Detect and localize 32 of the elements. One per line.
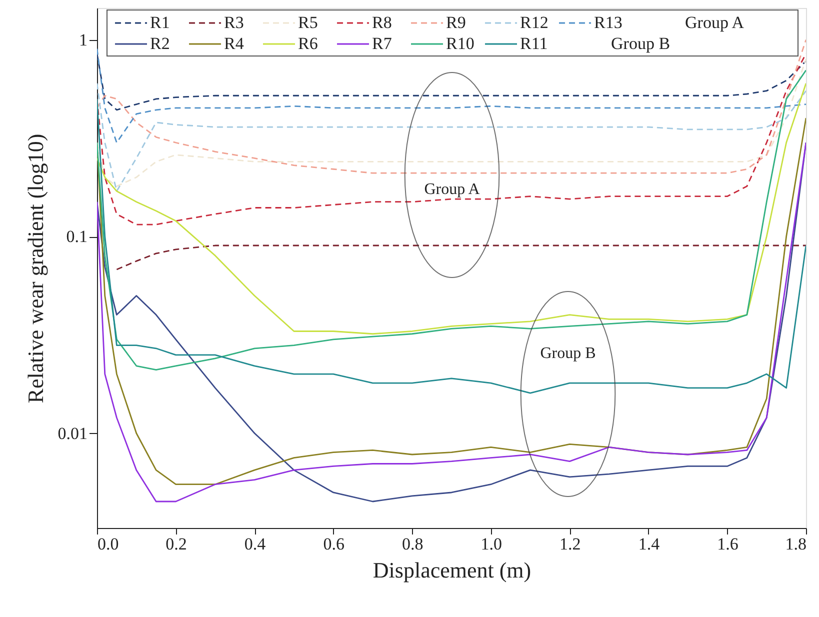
annotation: Group A: [685, 13, 745, 32]
annotation: Group B: [611, 34, 670, 53]
x-tick-label: 1.4: [638, 534, 660, 554]
legend-label: R5: [298, 13, 318, 32]
y-axis-title: Relative wear gradient (log10): [22, 134, 48, 404]
annotation: Group B: [540, 345, 596, 362]
x-tick-label: 1.6: [717, 534, 738, 554]
x-tick-label: 0.8: [402, 534, 424, 554]
legend-label: R13: [594, 13, 622, 32]
x-tick-label: 0.2: [166, 534, 187, 554]
legend-label: R9: [446, 13, 466, 32]
x-tick-label: 1.2: [560, 534, 581, 554]
legend-label: R6: [298, 34, 318, 53]
x-tick-label: 1.0: [480, 534, 502, 554]
x-tick-label: 1.8: [785, 534, 806, 554]
x-tick-label: 0.6: [323, 534, 344, 554]
y-tick-label: 0.1: [66, 227, 88, 246]
legend-label: R2: [150, 34, 170, 53]
x-axis-title: Displacement (m): [372, 558, 532, 582]
legend-label: R10: [446, 34, 474, 53]
legend-label: R8: [372, 13, 392, 32]
legend-label: R7: [372, 34, 392, 53]
legend-label: R3: [224, 13, 244, 32]
legend-label: R11: [520, 34, 548, 53]
x-tick-label: 0.4: [244, 534, 266, 554]
y-tick-label: 1: [79, 30, 88, 50]
x-tick-label: 0.0: [98, 534, 119, 554]
annotation: Group A: [424, 181, 480, 198]
legend-label: R4: [224, 34, 244, 53]
y-tick-label: 0.01: [58, 424, 88, 443]
legend-label: R12: [520, 13, 548, 32]
legend-label: R1: [150, 13, 170, 32]
